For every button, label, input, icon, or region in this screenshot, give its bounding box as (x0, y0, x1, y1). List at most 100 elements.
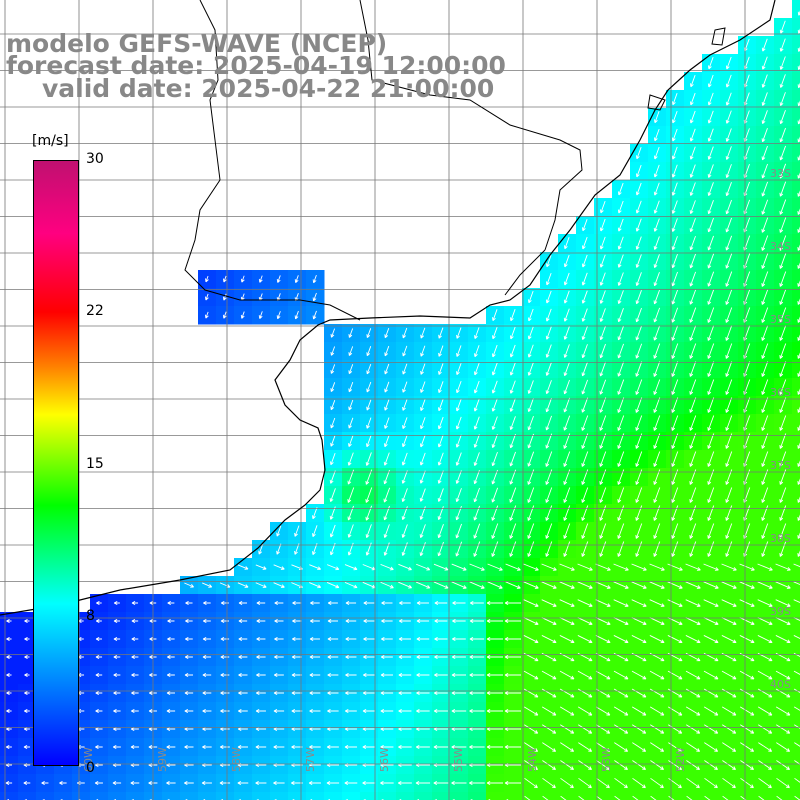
wind-arrow (757, 599, 773, 607)
wind-arrow (685, 688, 701, 698)
wind-arrow (559, 563, 575, 571)
wind-arrow (635, 182, 642, 196)
wind-arrow (599, 505, 607, 521)
wind-arrow (563, 523, 571, 539)
wind-arrow (401, 488, 408, 502)
wind-arrow (276, 543, 282, 555)
wind-arrow (632, 724, 647, 734)
wind-arrow (545, 451, 553, 467)
wind-arrow (671, 523, 679, 539)
wind-arrow (486, 745, 503, 749)
wind-cell (288, 792, 307, 800)
wind-arrow (5, 745, 12, 749)
wind-arrow (761, 92, 768, 106)
wind-arrow (292, 619, 302, 623)
wind-arrow (779, 361, 787, 377)
wind-cell (414, 792, 433, 800)
wind-arrow (739, 599, 755, 607)
wind-arrow (545, 308, 552, 322)
wind-arrow (689, 541, 697, 557)
wind-arrow (617, 218, 624, 232)
wind-arrow (366, 381, 372, 393)
wind-cell (792, 522, 800, 541)
wind-cell (792, 36, 800, 55)
wind-arrow (671, 343, 679, 359)
wind-arrow (617, 541, 625, 557)
wind-arrow (721, 635, 737, 644)
wind-arrow (599, 290, 606, 304)
wind-arrow (542, 777, 556, 789)
wind-arrow (545, 541, 553, 557)
wind-arrow (131, 601, 139, 605)
wind-arrow (309, 582, 322, 589)
wind-arrow (617, 361, 625, 377)
forecast-date: forecast date: 2025-04-19 12:00:00 (6, 51, 506, 80)
wind-arrow (653, 236, 660, 250)
wind-arrow (599, 343, 606, 359)
wind-arrow (312, 310, 317, 320)
wind-arrow (492, 309, 498, 321)
wind-arrow (725, 289, 733, 305)
wind-arrow (434, 673, 448, 677)
wind-arrow (577, 617, 593, 625)
wind-arrow (560, 760, 574, 770)
wind-arrow (761, 271, 769, 287)
wind-arrow (491, 541, 499, 557)
wind-arrow (617, 182, 624, 196)
wind-arrow (437, 541, 444, 557)
wind-arrow (6, 655, 12, 659)
wind-cell (792, 198, 800, 217)
wind-cell (756, 792, 775, 800)
wind-arrow (113, 619, 120, 623)
wind-arrow (504, 619, 521, 623)
wind-cell (0, 792, 19, 800)
wind-arrow (312, 292, 317, 302)
wind-arrow (527, 415, 534, 431)
wind-arrow (504, 655, 521, 659)
wind-arrow (486, 691, 503, 695)
wind-arrow (95, 673, 103, 677)
wind-arrow (779, 110, 786, 125)
wind-arrow (509, 380, 516, 394)
wind-arrow (365, 487, 373, 503)
wind-arrow (617, 236, 624, 250)
wind-arrow (452, 637, 466, 641)
wind-arrow (704, 777, 718, 789)
wind-arrow (223, 275, 227, 283)
wind-arrow (635, 361, 643, 377)
wind-arrow (348, 399, 354, 411)
wind-cell (792, 144, 800, 163)
wind-arrow (650, 742, 665, 752)
wind-arrow (202, 582, 213, 588)
wind-arrow (599, 272, 606, 286)
wind-arrow (326, 564, 340, 571)
wind-arrow (685, 706, 701, 716)
wind-arrow (384, 363, 390, 375)
wind-arrow (689, 182, 696, 196)
colorbar-tick-30: 30 (86, 151, 104, 167)
wind-arrow (184, 582, 194, 588)
wind-arrow (509, 362, 516, 376)
wind-arrow (636, 147, 642, 160)
wind-arrow (559, 688, 575, 698)
coastline (0, 0, 776, 616)
longitude-label: 52W (674, 747, 687, 772)
wind-arrow (451, 563, 467, 571)
wind-arrow (456, 363, 462, 376)
wind-arrow (23, 781, 31, 785)
wind-arrow (363, 619, 375, 623)
wind-arrow (761, 523, 769, 539)
wind-arrow (202, 709, 212, 713)
wind-arrow (775, 563, 791, 571)
wind-arrow (635, 541, 643, 557)
wind-arrow (725, 487, 733, 503)
wind-arrow (635, 325, 643, 341)
wind-arrow (433, 745, 449, 749)
wind-cell (234, 792, 253, 800)
wind-arrow (779, 127, 786, 143)
wind-arrow (509, 487, 517, 503)
wind-arrow (654, 111, 660, 124)
wind-arrow (542, 760, 556, 770)
wind-arrow (689, 289, 697, 305)
wind-arrow (725, 433, 733, 449)
